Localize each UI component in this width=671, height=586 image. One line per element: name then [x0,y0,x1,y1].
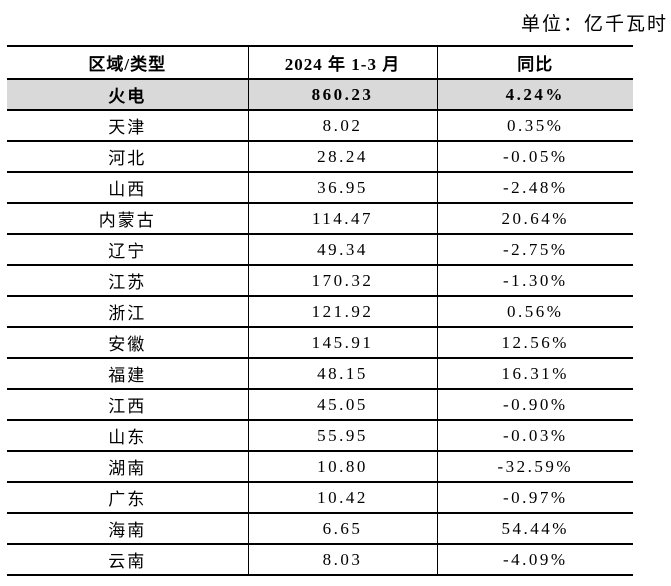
table-row: 广东 10.42 -0.97% [7,482,633,514]
table-row: 辽宁 49.34 -2.75% [7,234,633,266]
region-cell: 山西 [7,172,249,204]
yoy-cell: 20.64% [437,203,633,235]
table-row: 山西 36.95 -2.48% [7,172,633,204]
yoy-cell: -0.03% [437,420,633,452]
value-cell: 36.95 [248,172,438,204]
table-row: 江西 45.05 -0.90% [7,389,633,421]
region-cell: 安徽 [7,327,249,359]
value-cell: 114.47 [248,203,438,235]
value-cell: 860.23 [248,79,438,111]
yoy-cell: -4.09% [437,544,633,576]
table-row: 江苏 170.32 -1.30% [7,265,633,297]
yoy-cell: -2.75% [437,234,633,266]
yoy-cell: 12.56% [437,327,633,359]
yoy-cell: 0.35% [437,110,633,142]
value-cell: 6.65 [248,513,438,545]
region-cell: 江西 [7,389,249,421]
table-row: 山东 55.95 -0.03% [7,420,633,452]
value-cell: 10.42 [248,482,438,514]
yoy-cell: 54.44% [437,513,633,545]
yoy-cell: -32.59% [437,451,633,483]
region-cell: 天津 [7,110,249,142]
value-cell: 170.32 [248,265,438,297]
total-row: 火电 860.23 4.24% [7,79,633,111]
yoy-cell: -0.05% [437,141,633,173]
yoy-cell: 4.24% [437,79,633,111]
table-header: 区域/类型 2024 年 1-3 月 同比 [7,46,633,80]
table-row: 福建 48.15 16.31% [7,358,633,390]
power-generation-table: 区域/类型 2024 年 1-3 月 同比 火电 860.23 4.24% 天津 8.0… [7,45,633,576]
value-cell: 121.92 [248,296,438,328]
region-cell: 辽宁 [7,234,249,266]
value-cell: 145.91 [248,327,438,359]
header-row: 区域/类型 2024 年 1-3 月 同比 [7,46,633,80]
table-row: 浙江 121.92 0.56% [7,296,633,328]
yoy-cell: -0.90% [437,389,633,421]
region-cell: 火电 [7,79,249,111]
value-cell: 10.80 [248,451,438,483]
region-cell: 海南 [7,513,249,545]
col-header-yoy: 同比 [437,46,633,80]
value-cell: 8.03 [248,544,438,576]
region-cell: 江苏 [7,265,249,297]
value-cell: 48.15 [248,358,438,390]
table-row: 天津 8.02 0.35% [7,110,633,142]
value-cell: 45.05 [248,389,438,421]
table-row: 河北 28.24 -0.05% [7,141,633,173]
value-cell: 49.34 [248,234,438,266]
col-header-region: 区域/类型 [7,46,249,80]
table-body: 火电 860.23 4.24% 天津 8.02 0.35% 河北 28.24 -0.05% 山西 3… [7,79,633,576]
region-cell: 福建 [7,358,249,390]
yoy-cell: 16.31% [437,358,633,390]
yoy-cell: -1.30% [437,265,633,297]
region-cell: 广东 [7,482,249,514]
value-cell: 28.24 [248,141,438,173]
yoy-cell: -0.97% [437,482,633,514]
yoy-cell: -2.48% [437,172,633,204]
region-cell: 浙江 [7,296,249,328]
region-cell: 内蒙古 [7,203,249,235]
region-cell: 山东 [7,420,249,452]
table-row: 云南 8.03 -4.09% [7,544,633,576]
region-cell: 河北 [7,141,249,173]
value-cell: 55.95 [248,420,438,452]
table-row: 海南 6.65 54.44% [7,513,633,545]
unit-label: 单位：亿千瓦时 [520,14,668,35]
table-row: 湖南 10.80 -32.59% [7,451,633,483]
region-cell: 云南 [7,544,249,576]
region-cell: 湖南 [7,451,249,483]
yoy-cell: 0.56% [437,296,633,328]
table-row: 安徽 145.91 12.56% [7,327,633,359]
value-cell: 8.02 [248,110,438,142]
table-row: 内蒙古 114.47 20.64% [7,203,633,235]
col-header-period: 2024 年 1-3 月 [248,46,438,80]
